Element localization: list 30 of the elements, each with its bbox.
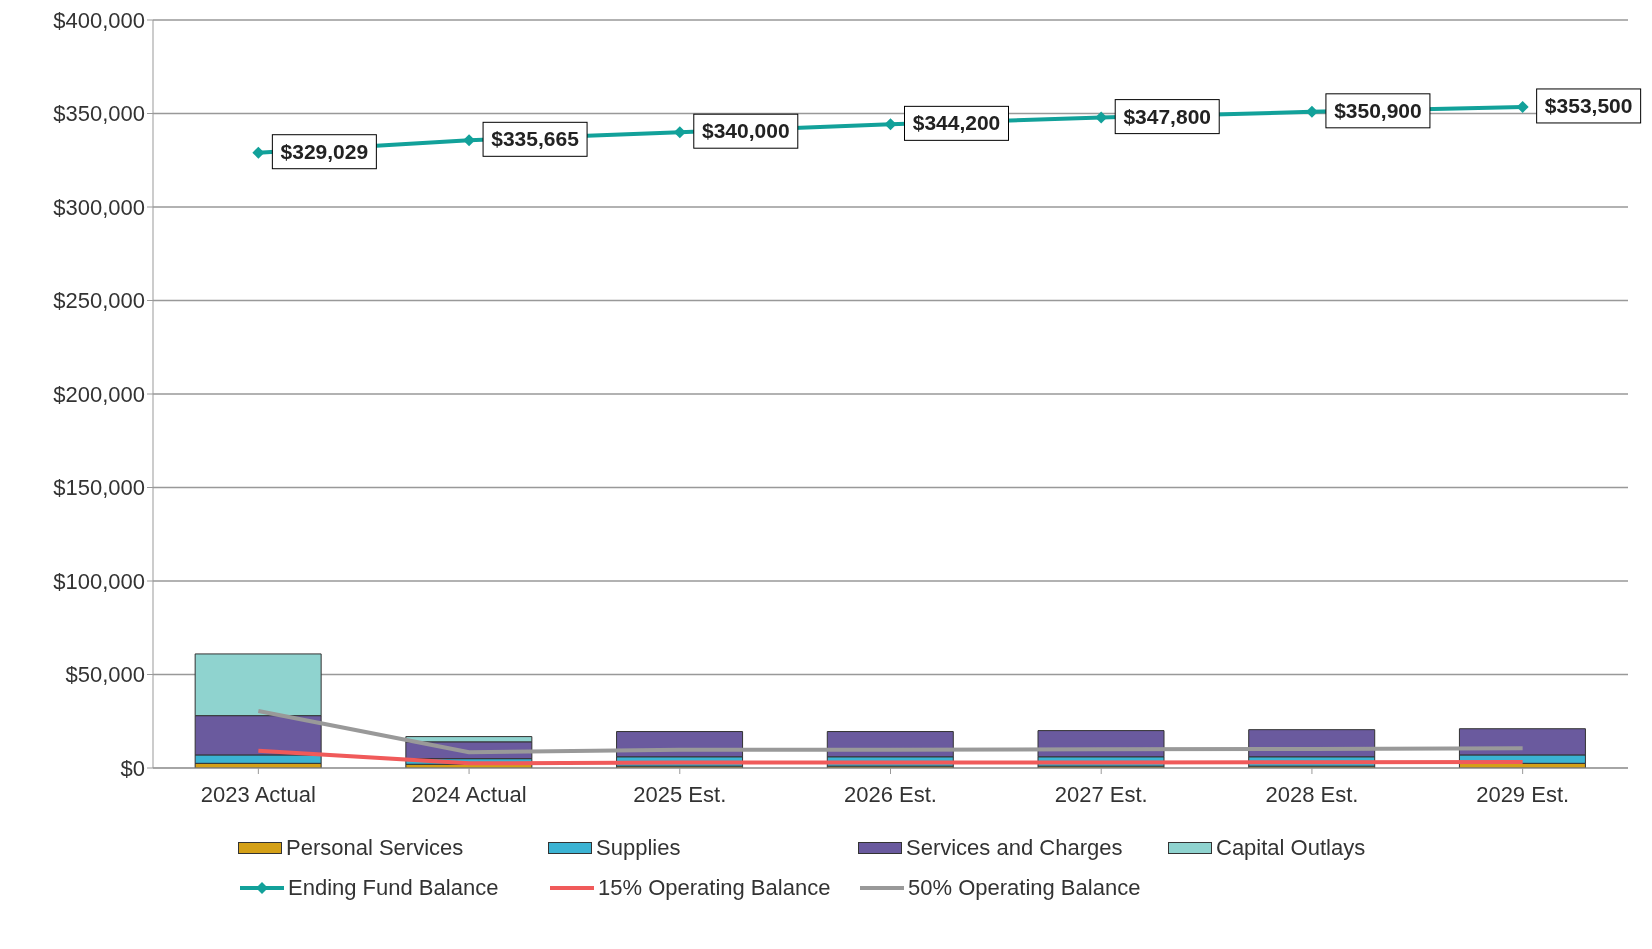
x-tick-label: 2023 Actual [200,781,316,807]
y-tick-label: $200,000 [53,381,145,407]
legend-label: 15% Operating Balance [598,875,831,901]
data-label: $353,500 [1544,93,1633,117]
legend-label: Personal Services [286,835,464,861]
data-label: $335,665 [491,127,580,151]
legend-label: Ending Fund Balance [288,875,499,901]
data-label: $329,029 [280,139,369,163]
legend-label: Capital Outlays [1216,835,1366,861]
legend-label: 50% Operating Balance [908,875,1141,901]
y-tick-label: $300,000 [53,194,145,220]
y-tick-label: $350,000 [53,101,145,127]
y-tick-label: $150,000 [53,475,145,501]
y-tick-label: $100,000 [53,568,145,594]
x-tick-label: 2025 Est. [633,781,727,807]
data-label: $344,200 [912,111,1001,135]
x-tick-label: 2029 Est. [1476,781,1570,807]
x-tick-label: 2028 Est. [1265,781,1359,807]
data-label: $347,800 [1123,104,1212,128]
y-tick-label: $250,000 [53,288,145,314]
legend-label: Supplies [596,835,681,861]
y-tick-label: $400,000 [53,7,145,33]
x-tick-label: 2027 Est. [1054,781,1148,807]
x-tick-label: 2024 Actual [411,781,527,807]
y-tick-label: $0 [120,755,145,781]
data-label: $350,900 [1334,98,1422,122]
y-tick-label: $50,000 [65,662,145,688]
legend-label: Services and Charges [906,835,1123,861]
data-label: $340,000 [701,119,790,143]
x-tick-label: 2026 Est. [844,781,937,807]
